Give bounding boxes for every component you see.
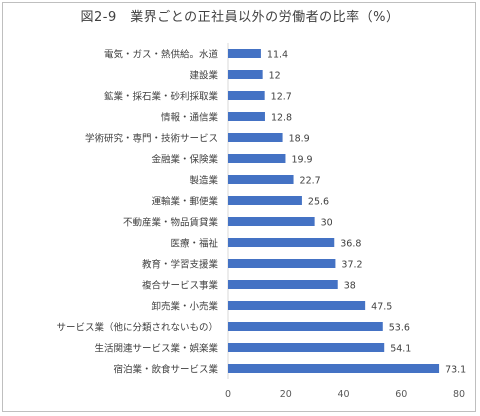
category-label: 運輸業・郵便業 bbox=[151, 196, 218, 208]
data-label: 73.1 bbox=[445, 365, 466, 376]
data-label: 12.8 bbox=[271, 113, 292, 124]
x-tick-label: 60 bbox=[395, 389, 407, 400]
data-label: 38 bbox=[344, 281, 356, 292]
data-label: 11.4 bbox=[267, 50, 288, 61]
category-label: 医療・福祉 bbox=[170, 238, 218, 250]
bar bbox=[228, 217, 315, 226]
data-label: 54.1 bbox=[390, 344, 411, 355]
category-label: 学術研究・専門・技術サービス bbox=[85, 133, 218, 145]
category-label: 建設業 bbox=[189, 70, 218, 82]
bar bbox=[228, 280, 338, 289]
category-label: 卸売業・小売業 bbox=[151, 301, 218, 313]
category-label: 情報・通信業 bbox=[161, 112, 219, 124]
data-label: 30 bbox=[321, 218, 333, 229]
category-label: 鉱業・採石業・砂利採取業 bbox=[104, 91, 219, 103]
bar bbox=[228, 49, 261, 58]
x-tick-label: 40 bbox=[337, 389, 349, 400]
x-tick-label: 80 bbox=[453, 389, 465, 400]
bar bbox=[228, 259, 336, 268]
bar bbox=[228, 175, 294, 184]
data-label: 47.5 bbox=[371, 302, 392, 313]
data-label: 22.7 bbox=[300, 176, 321, 187]
bar bbox=[228, 301, 366, 310]
data-label: 18.9 bbox=[289, 134, 310, 145]
category-label: 宿泊業・飲食サービス業 bbox=[113, 364, 218, 376]
bar bbox=[228, 343, 385, 352]
category-label: 生活関連サービス業・娯楽業 bbox=[94, 343, 218, 355]
bar bbox=[228, 322, 383, 331]
bar bbox=[228, 196, 302, 205]
x-tick-label: 20 bbox=[280, 389, 292, 400]
category-label: 電気・ガス・熱供給。水道 bbox=[104, 49, 219, 61]
data-label: 12 bbox=[269, 71, 281, 82]
bar bbox=[228, 364, 440, 373]
x-tick-label: 0 bbox=[225, 389, 231, 400]
category-label: 教育・学習支援業 bbox=[142, 259, 219, 271]
bar bbox=[228, 91, 265, 100]
data-label: 19.9 bbox=[291, 155, 312, 166]
bar bbox=[228, 154, 286, 163]
category-label: 製造業 bbox=[189, 175, 218, 187]
data-label: 53.6 bbox=[389, 323, 410, 334]
bar bbox=[228, 70, 263, 79]
bar bbox=[228, 133, 283, 142]
category-label: サービス業（他に分類されないもの） bbox=[56, 322, 218, 334]
chart-title: 図2-9 業界ごとの正社員以外の労働者の比率（%） bbox=[80, 10, 400, 25]
data-label: 36.8 bbox=[340, 239, 361, 250]
bar bbox=[228, 238, 335, 247]
bar bbox=[228, 112, 265, 121]
category-label: 複合サービス事業 bbox=[142, 280, 219, 292]
category-label: 不動産業・物品賃貸業 bbox=[123, 217, 219, 229]
data-label: 12.7 bbox=[271, 92, 292, 103]
category-label: 金融業・保険業 bbox=[151, 154, 218, 166]
data-label: 37.2 bbox=[341, 260, 362, 271]
data-label: 25.6 bbox=[308, 197, 329, 208]
